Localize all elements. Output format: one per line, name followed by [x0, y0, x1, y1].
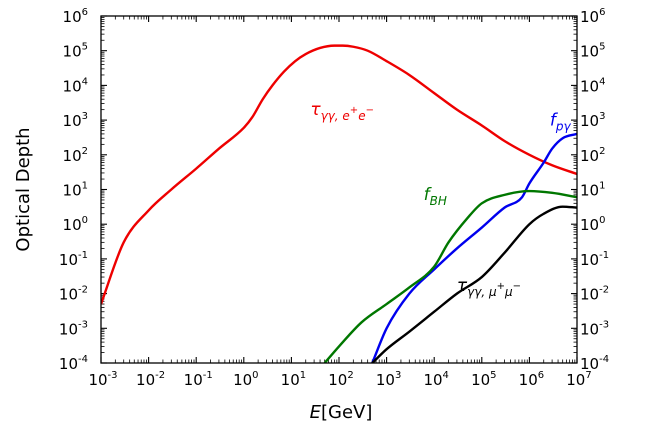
- x-tick-label: 10-3: [88, 370, 117, 389]
- y-tick-label-left: 100: [63, 215, 88, 234]
- x-tick-label: 103: [376, 370, 401, 389]
- series-line-3: [371, 205, 577, 363]
- y-tick-label-right: 104: [580, 76, 605, 95]
- x-tick-label: 10-1: [184, 370, 213, 389]
- y-tick-label-left: 103: [63, 111, 88, 130]
- y-tick-label-left: 10-1: [59, 250, 88, 269]
- x-tick-label: 107: [566, 370, 591, 389]
- y-tick-label-right: 10-4: [580, 354, 609, 373]
- plot-frame: [100, 15, 578, 364]
- series-label-1: fpγ: [550, 110, 572, 133]
- y-tick-label-left: 101: [63, 181, 88, 200]
- y-tick-label-right: 10-2: [580, 285, 609, 304]
- x-tick-label: 10-2: [136, 370, 165, 389]
- tick-labels: 10-3 10-2 10-1 100 101 102 103 104 105 106 10710-4…: [59, 7, 609, 389]
- y-tick-label-right: 100: [580, 215, 605, 234]
- series-label-3: τγγ, μ+μ−: [457, 276, 521, 299]
- x-tick-label: 104: [423, 370, 448, 389]
- series-label-2: fBH: [424, 185, 447, 208]
- y-tick-label-left: 10-2: [59, 285, 88, 304]
- series-line-1: [371, 132, 577, 363]
- y-axis-title: Optical Depth: [13, 127, 34, 251]
- y-tick-label-left: 106: [63, 7, 88, 26]
- series-label-0: τγγ, e+e−: [310, 100, 374, 123]
- y-tick-label-left: 10-3: [59, 319, 88, 338]
- x-tick-label: 101: [281, 370, 306, 389]
- y-tick-label-right: 102: [580, 146, 605, 165]
- y-tick-label-right: 105: [580, 42, 605, 61]
- y-tick-label-left: 10-4: [59, 354, 88, 373]
- y-tick-label-right: 101: [580, 181, 605, 200]
- x-tick-label: 106: [519, 370, 544, 389]
- series-labels: τγγ, e+e− fpγ fBH τγγ, μ+μ−: [310, 100, 571, 299]
- x-axis-title: E[GeV]: [310, 402, 373, 423]
- x-axis-title-symbol: E: [310, 402, 322, 423]
- y-tick-label-left: 102: [63, 146, 88, 165]
- y-tick-label-right: 10-1: [580, 250, 609, 269]
- x-tick-label: 100: [233, 370, 258, 389]
- y-tick-label-right: 106: [580, 7, 605, 26]
- series-line-0: [101, 44, 577, 305]
- series-line-2: [323, 189, 577, 363]
- y-tick-label-right: 10-3: [580, 319, 609, 338]
- y-tick-label-left: 104: [63, 76, 88, 95]
- y-tick-label-right: 103: [580, 111, 605, 130]
- x-tick-label: 105: [471, 370, 496, 389]
- x-axis-title-unit: [GeV]: [321, 402, 372, 423]
- y-tick-label-left: 105: [63, 42, 88, 61]
- x-tick-label: 102: [328, 370, 353, 389]
- series-group: [101, 44, 577, 363]
